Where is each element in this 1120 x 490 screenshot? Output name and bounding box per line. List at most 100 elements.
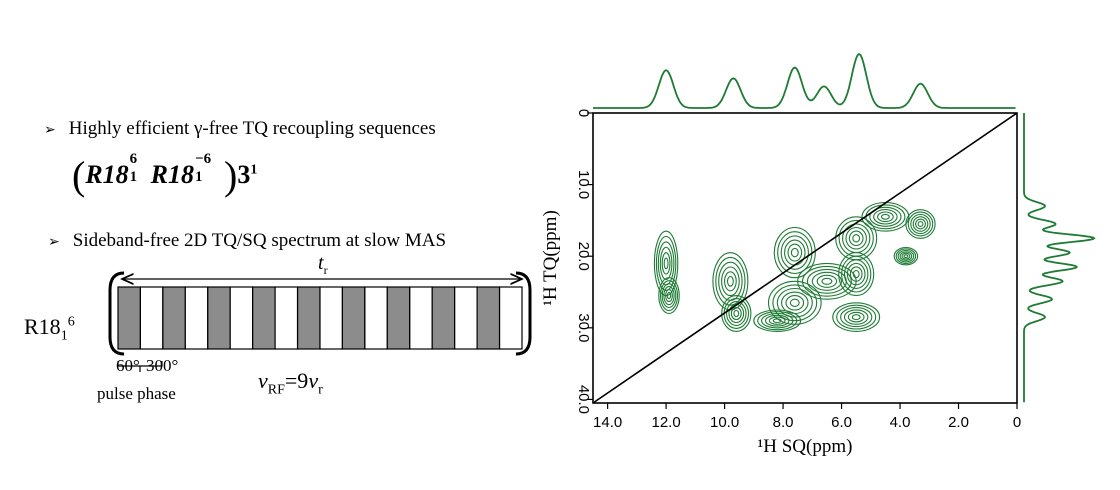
- contour-peak-12-level-4: [912, 216, 929, 232]
- contour-peak-2-level-6: [666, 292, 672, 300]
- contour-peak-8-level-2: [838, 219, 874, 257]
- contour-peak-14-level-3: [761, 312, 794, 329]
- contour-peak-3-level-6: [726, 275, 734, 287]
- contour-peak-14-level-1: [753, 309, 802, 332]
- contour-peak-10-level-4: [873, 209, 898, 225]
- contour-peak-9-level-1: [838, 252, 875, 297]
- contour-peak-13-level-3: [840, 307, 873, 328]
- sequence-formula: (R18 6 1 R18 −6 1)31: [72, 151, 257, 199]
- pulse-block-6: [229, 286, 254, 350]
- x-tick-label: 2.0: [948, 414, 969, 431]
- sq-projection-group: [593, 52, 1016, 109]
- x-axis: 14.0 12.0 10.0 8.0 6.0 4.0 2.0 0: [593, 403, 1021, 431]
- bullet-item-1: ➢ Highly efficient γ-free TQ recoupling …: [44, 118, 436, 140]
- contour-peak-3-level-3: [718, 261, 743, 301]
- contour-peak-11-level-5: [901, 252, 911, 260]
- contour-peak-12-level-2: [907, 211, 934, 237]
- contour-peak-4-level-5: [730, 306, 742, 321]
- rf-nu-sub: RF: [267, 382, 285, 398]
- pulse-block-10: [319, 286, 343, 350]
- contour-peak-7-level-2: [801, 265, 852, 297]
- contour-peak-8-level-3: [842, 223, 871, 254]
- contour-peak-10-level-1: [861, 201, 910, 232]
- contour-peak-3-level-4: [721, 266, 740, 297]
- sequence-name: R1816: [24, 314, 75, 344]
- formula-tail: 3: [237, 160, 251, 189]
- contour-peak-11-level-2: [895, 248, 917, 264]
- contour-peak-9-level-6: [852, 269, 860, 279]
- pulse-block-7: [252, 286, 276, 350]
- contour-peak-10-level-6: [880, 213, 890, 220]
- contour-peak-5-level-1: [773, 226, 816, 279]
- formula-term-2-sup: −6: [195, 151, 212, 167]
- contour-peak-2-level-2: [659, 280, 679, 312]
- contour-peak-13-level-2: [836, 304, 877, 330]
- y-tick-label: 40.0: [575, 385, 592, 414]
- rf-nu-r: ν: [308, 368, 319, 393]
- y-tick-label: 30.0: [575, 313, 592, 342]
- pulse-block-13: [386, 286, 411, 350]
- contour-peak-1-level-6: [663, 257, 669, 270]
- contour-peak-13-level-4: [843, 309, 869, 325]
- pulse-sequence-diagram: [108, 271, 532, 372]
- contour-peak-9-level-5: [849, 266, 863, 282]
- phase-bracket: [117, 361, 163, 372]
- contour-peak-7-level-4: [811, 271, 843, 291]
- x-tick-label: 0: [1013, 414, 1021, 431]
- contour-peak-4-level-1: [721, 295, 752, 332]
- contour-peak-13-level-6: [851, 314, 861, 321]
- contour-group: [653, 201, 936, 332]
- contour-peak-8-level-1: [835, 216, 878, 261]
- rotor-period-sub: r: [323, 263, 328, 277]
- x-tick-label: 4.0: [890, 414, 911, 431]
- contour-peak-3-level-5: [724, 271, 737, 292]
- formula-close-paren: ): [224, 153, 238, 198]
- y-tick-label: 10.0: [575, 170, 592, 199]
- contour-peak-6-level-2: [772, 284, 818, 322]
- rf-condition: νRF=9νr: [258, 368, 323, 398]
- contour-peak-5-level-2: [777, 231, 813, 275]
- contour-peak-7-level-5: [816, 274, 838, 288]
- contour-peak-6-level-4: [781, 291, 809, 315]
- contour-peak-9-level-2: [841, 255, 872, 293]
- x-tick-label: 6.0: [831, 414, 852, 431]
- rotor-period-label: tr: [318, 252, 328, 278]
- bullet-text-1: Highly efficient γ-free TQ recoupling se…: [68, 118, 436, 139]
- pulse-block-16: [454, 286, 478, 350]
- rotor-period-t: t: [318, 252, 324, 274]
- contour-peak-11-level-4: [899, 251, 913, 262]
- formula-term-1: R18: [85, 160, 129, 189]
- contour-peak-8-level-6: [852, 234, 861, 243]
- contour-peak-7-level-6: [821, 277, 833, 285]
- contour-peak-4-level-3: [726, 301, 747, 326]
- pulse-phase-caption: pulse phase: [97, 384, 176, 403]
- contour-peak-4-level-4: [728, 303, 745, 324]
- diagonal-line: [592, 112, 1018, 404]
- contour-peak-6-level-1: [767, 280, 822, 325]
- contour-peak-13-level-5: [847, 311, 865, 323]
- contour-peak-1-level-2: [655, 235, 677, 291]
- bullet-item-2: ➢ Sideband-free 2D TQ/SQ spectrum at slo…: [48, 230, 446, 252]
- contour-peak-13-level-1: [832, 302, 881, 332]
- contour-peak-6-level-3: [776, 287, 813, 318]
- contour-peak-10-level-5: [877, 211, 894, 223]
- contour-peak-5-level-6: [790, 247, 799, 258]
- formula-term-2: R18: [150, 160, 195, 189]
- pulse-block-2: [139, 286, 164, 350]
- contour-peak-5-level-3: [780, 235, 809, 270]
- pulse-block-18: [499, 286, 523, 350]
- plot-frame: [592, 112, 1018, 404]
- pulse-block-11: [341, 286, 366, 350]
- sequence-name-main: R18: [24, 314, 61, 339]
- contour-peak-12-level-6: [917, 221, 924, 227]
- contour-peak-14-level-5: [768, 316, 786, 325]
- contour-peak-6-level-5: [785, 295, 805, 311]
- sq-projection-trace: [593, 52, 1016, 109]
- contour-peak-1-level-4: [659, 246, 673, 281]
- sequence-name-sup: 6: [67, 314, 75, 330]
- contour-peak-9-level-4: [846, 262, 866, 286]
- pulse-block-5: [207, 286, 231, 350]
- contour-peak-1-level-3: [657, 241, 675, 286]
- pulse-block-1: [117, 286, 141, 350]
- contour-peak-1-level-5: [661, 252, 671, 275]
